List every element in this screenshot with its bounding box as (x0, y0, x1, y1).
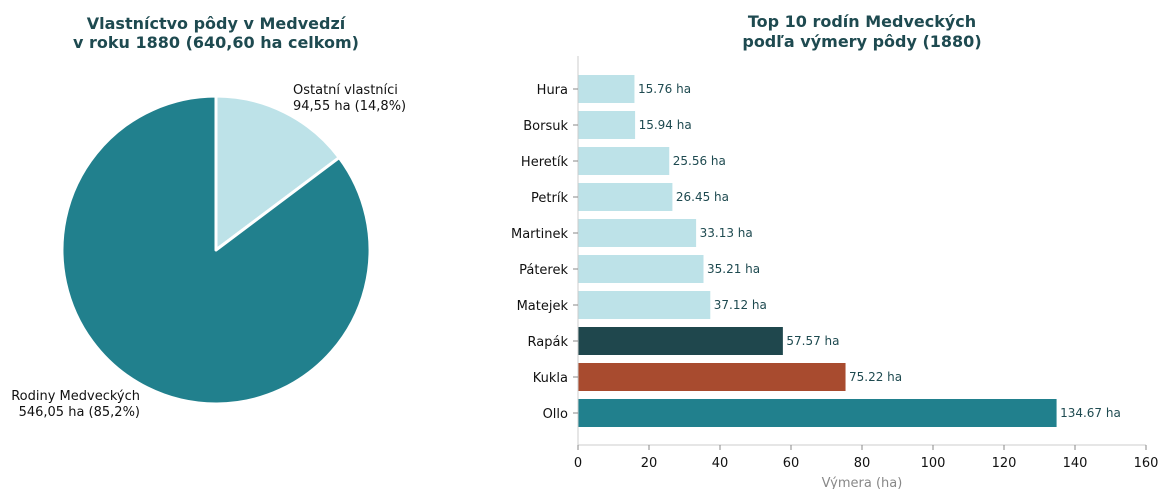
x-tick-label-120: 120 (992, 456, 1017, 471)
pie-slice-families (60, 94, 372, 406)
value-label-ollo: 134.67 ha (1060, 406, 1121, 420)
category-label-martinek: Martinek (511, 227, 568, 242)
pie-label-families-line-2: 546,05 ha (85,2%) (19, 405, 140, 420)
x-tick-label-160: 160 (1134, 456, 1159, 471)
bar-chart-panel: Top 10 rodín Medveckých podľa výmery pôd… (511, 12, 1159, 491)
x-tick-label-140: 140 (1063, 456, 1088, 471)
pie-label-others-line-2: 94,55 ha (14,8%) (293, 99, 406, 114)
bar-borsuk (578, 111, 636, 139)
pie-title-line-1: Vlastníctvo pôdy v Medvedzí (87, 14, 347, 33)
value-label-hura: 15.76 ha (638, 82, 691, 96)
category-label-hura: Hura (537, 83, 568, 98)
value-label-kukla: 75.22 ha (849, 370, 902, 384)
bar-petrik (578, 183, 673, 211)
x-tick-label-20: 20 (641, 456, 658, 471)
bar-martinek (578, 219, 697, 247)
bar-kukla (578, 363, 846, 391)
bar-heretik (578, 147, 670, 175)
x-tick-label-80: 80 (854, 456, 871, 471)
value-label-paterek: 35.21 ha (707, 262, 760, 276)
x-tick-label-100: 100 (921, 456, 946, 471)
bar-paterek (578, 255, 704, 283)
bar-hura (578, 75, 635, 103)
x-tick-label-40: 40 (712, 456, 729, 471)
value-label-petrik: 26.45 ha (676, 190, 729, 204)
bar-ollo (578, 399, 1057, 427)
pie-chart-panel: Vlastníctvo pôdy v Medvedzí v roku 1880 … (11, 14, 406, 420)
bar-title-line-1: Top 10 rodín Medveckých (748, 12, 976, 31)
x-axis-title: Výmera (ha) (822, 476, 903, 489)
x-tick-label-60: 60 (783, 456, 800, 471)
category-label-matejek: Matejek (517, 299, 569, 314)
category-label-rapak: Rapák (528, 335, 569, 350)
x-ticks: 0 20 40 60 80 100 120 140 160 (574, 445, 1159, 471)
pie-title-line-2: v roku 1880 (640,60 ha celkom) (73, 33, 359, 52)
value-label-borsuk: 15.94 ha (639, 118, 692, 132)
category-label-ollo: Ollo (543, 407, 568, 422)
category-label-paterek: Páterek (519, 263, 568, 278)
pie-label-families-line-1: Rodiny Medveckých (11, 389, 140, 404)
category-label-kukla: Kukla (533, 371, 568, 386)
category-label-borsuk: Borsuk (523, 119, 568, 134)
pie-label-others-line-1: Ostatní vlastníci (293, 83, 398, 98)
bar-rapak (578, 327, 783, 355)
value-label-matejek: 37.12 ha (714, 298, 767, 312)
bar-title-line-2: podľa výmery pôdy (1880) (742, 32, 981, 51)
bar-matejek (578, 291, 711, 319)
value-label-martinek: 33.13 ha (700, 226, 753, 240)
value-label-heretik: 25.56 ha (673, 154, 726, 168)
value-label-rapak: 57.57 ha (786, 334, 839, 348)
x-tick-label-0: 0 (574, 456, 582, 471)
pie-slices (60, 94, 372, 406)
pie-slice-others (214, 94, 341, 252)
bars: Hura 15.76 ha Borsuk 15.94 ha Heretík 25.56 h… (511, 75, 1121, 427)
category-label-petrik: Petrík (531, 191, 568, 206)
category-label-heretik: Heretík (521, 155, 569, 170)
